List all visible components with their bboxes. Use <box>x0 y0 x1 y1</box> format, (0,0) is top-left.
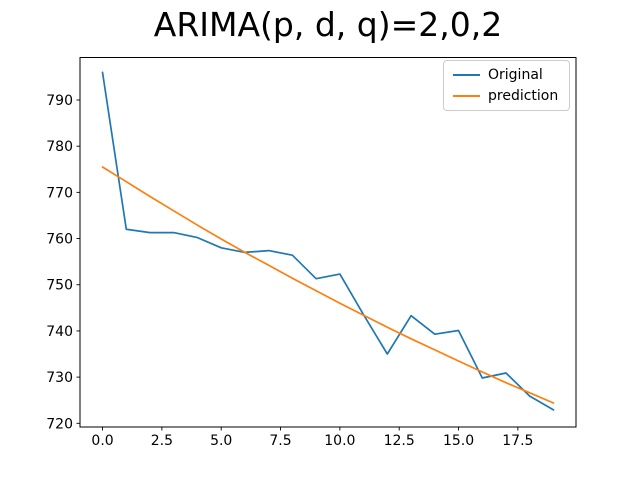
y-tick-label: 740 <box>46 324 73 340</box>
legend-item-prediction: prediction <box>453 88 560 104</box>
legend-item-original: Original <box>453 67 560 83</box>
x-tick-label: 17.5 <box>502 433 533 449</box>
y-tick-label: 760 <box>46 232 73 248</box>
legend-label-prediction: prediction <box>488 88 559 104</box>
axes-frame <box>79 57 577 428</box>
y-tick-label: 720 <box>46 416 73 432</box>
x-tick-label: 7.5 <box>269 433 291 449</box>
prediction-line-swatch <box>453 95 480 97</box>
legend-label-original: Original <box>488 67 543 83</box>
y-tick-label: 780 <box>46 139 73 155</box>
x-tick-label: 0.0 <box>91 433 113 449</box>
y-tick-label: 770 <box>46 185 73 201</box>
chart-title: ARIMA(p, d, q)=2,0,2 <box>153 5 503 44</box>
original-line-swatch <box>453 74 480 76</box>
x-tick-label: 5.0 <box>210 433 232 449</box>
x-tick-label: 2.5 <box>151 433 173 449</box>
x-tick-label: 12.5 <box>384 433 415 449</box>
y-tick-label: 730 <box>46 370 73 386</box>
y-tick-label: 790 <box>46 93 73 109</box>
y-tick-label: 750 <box>46 278 73 294</box>
legend: Original prediction <box>443 60 570 111</box>
x-tick-label: 15.0 <box>443 433 474 449</box>
original-series-line <box>101 71 555 411</box>
x-tick-label: 10.0 <box>324 433 355 449</box>
prediction-series-line <box>101 166 555 404</box>
